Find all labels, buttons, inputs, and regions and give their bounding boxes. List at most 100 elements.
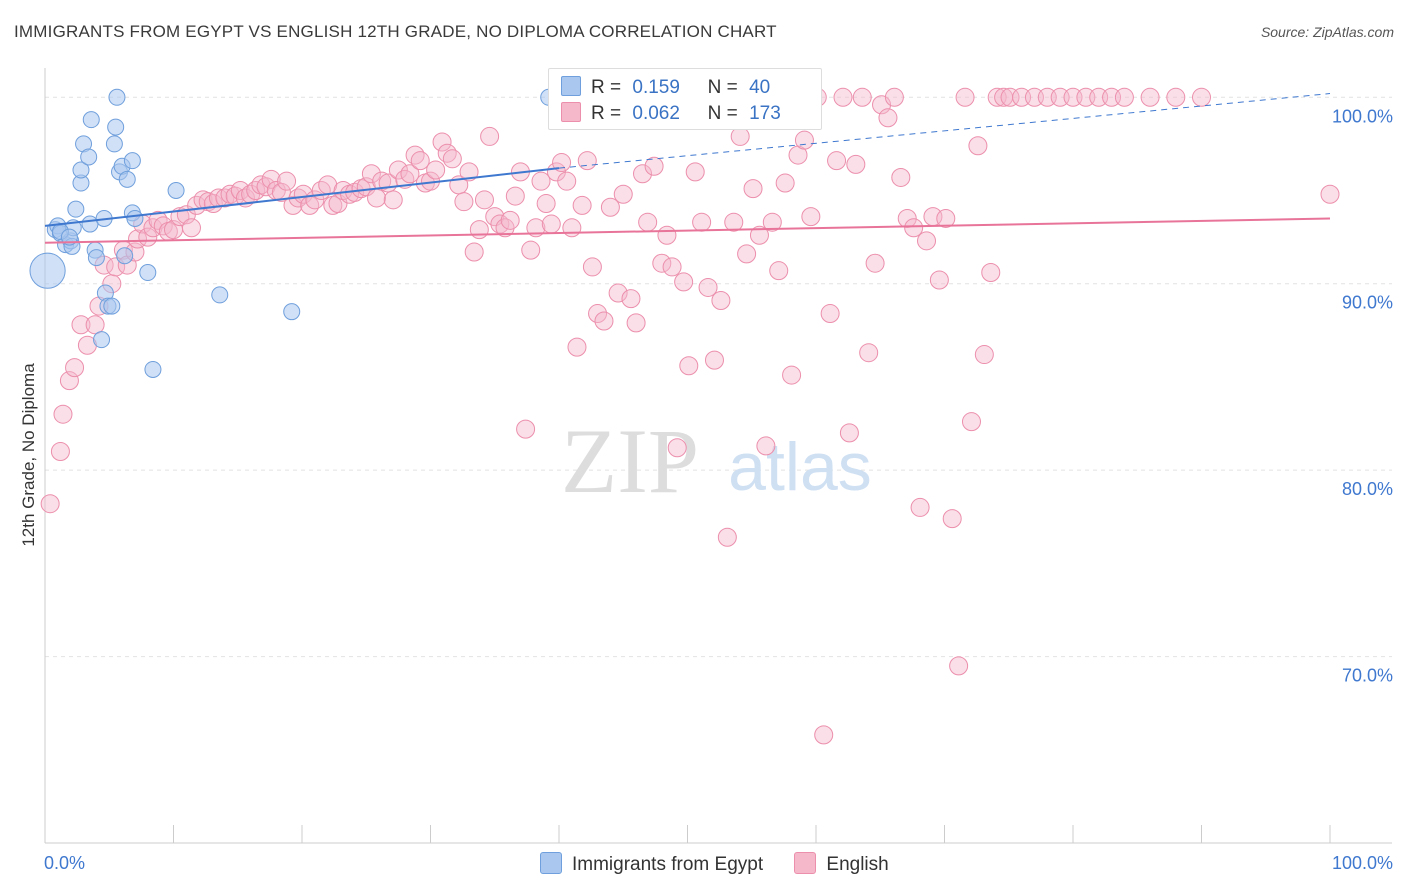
y-axis-label: 12th Grade, No Diploma: [19, 363, 38, 547]
x-tick-label: 0.0%: [44, 853, 85, 873]
egypt-point: [67, 200, 85, 218]
english-point: [454, 192, 474, 212]
egypt-swatch: [561, 76, 581, 96]
english-point: [153, 216, 173, 236]
english-point: [621, 289, 641, 309]
english-point: [71, 315, 91, 335]
axes: [44, 68, 1392, 844]
y-tick-label: 80.0%: [1342, 479, 1393, 499]
english-point: [562, 218, 582, 238]
english-point: [737, 244, 757, 264]
english-point: [679, 356, 699, 376]
watermark-zip: ZIP: [561, 410, 699, 512]
english-point: [657, 225, 677, 245]
egypt-point: [139, 264, 157, 282]
english-legend-label: English: [826, 854, 889, 875]
egypt-point: [103, 297, 121, 315]
english-point: [1114, 87, 1134, 107]
egypt-point: [81, 215, 99, 233]
english-point: [1166, 87, 1186, 107]
stats-legend: R = 0.159 N = 40 R = 0.062 N = 173: [548, 68, 822, 130]
english-point: [367, 188, 387, 208]
english-point: [717, 527, 737, 547]
egypt-point: [211, 286, 229, 304]
english-point: [557, 171, 577, 191]
english-point: [505, 186, 525, 206]
egypt-n-label: N =: [707, 77, 738, 98]
english-series: [40, 87, 1340, 745]
egypt-point: [107, 118, 125, 136]
english-point: [936, 208, 956, 228]
y-tick-label: 70.0%: [1342, 666, 1393, 686]
series-legend: Immigrants from Egypt English: [540, 852, 915, 876]
english-point: [600, 197, 620, 217]
english-point: [388, 160, 408, 180]
english-n-value: 173: [749, 103, 781, 124]
chart-title: IMMIGRANTS FROM EGYPT VS ENGLISH 12TH GR…: [14, 22, 777, 41]
english-point: [865, 253, 885, 273]
english-point: [261, 169, 281, 189]
english-point: [955, 87, 975, 107]
english-point: [426, 160, 446, 180]
english-point: [674, 272, 694, 292]
english-point: [704, 350, 724, 370]
egypt-r-value: 0.159: [632, 77, 680, 98]
english-point: [897, 208, 917, 228]
egypt-point: [93, 331, 111, 349]
egypt-series: [29, 88, 558, 378]
egypt-point: [82, 111, 100, 129]
english-point: [1192, 87, 1211, 107]
english-point: [541, 214, 561, 234]
english-point: [271, 182, 291, 202]
english-point: [536, 194, 556, 214]
english-point: [846, 154, 866, 174]
egypt-point: [144, 360, 162, 378]
english-point: [410, 151, 430, 171]
english-point: [852, 87, 872, 107]
english-point: [405, 145, 425, 165]
watermark: ZIP atlas: [561, 410, 872, 512]
english-point: [469, 220, 489, 240]
egypt-r-label: R =: [591, 77, 622, 98]
english-point: [582, 257, 602, 277]
english-point: [246, 181, 266, 200]
english-point: [652, 253, 672, 273]
english-point: [490, 214, 510, 234]
english-point: [859, 343, 879, 363]
english-point: [974, 345, 994, 365]
english-point: [516, 419, 536, 439]
egypt-point: [108, 88, 126, 106]
egypt-point: [29, 252, 66, 289]
egypt-point: [60, 228, 78, 246]
english-point: [638, 212, 658, 232]
english-point: [277, 171, 297, 191]
english-legend-swatch: [794, 852, 817, 874]
english-point: [65, 358, 85, 378]
english-point: [437, 143, 457, 163]
english-point: [692, 212, 712, 232]
english-point: [383, 190, 403, 210]
english-point: [395, 169, 415, 189]
english-point: [432, 132, 452, 152]
english-point: [968, 136, 988, 156]
english-point: [762, 212, 782, 232]
egypt-point: [167, 182, 185, 199]
trend-lines: [44, 93, 1331, 244]
english-point: [724, 212, 744, 232]
english-point: [521, 240, 541, 260]
english-point: [667, 438, 687, 458]
english-point: [961, 412, 981, 432]
egypt-point: [118, 170, 136, 188]
english-swatch: [561, 102, 581, 122]
english-point: [929, 270, 949, 290]
english-point: [588, 304, 608, 324]
english-point: [474, 190, 494, 210]
english-point: [531, 171, 551, 191]
english-point: [626, 313, 646, 333]
english-point: [730, 126, 750, 146]
english-point: [53, 404, 73, 424]
english-point: [814, 725, 834, 745]
source-note: Source: ZipAtlas.com: [1260, 24, 1394, 40]
english-point: [500, 210, 520, 230]
english-point: [480, 126, 500, 146]
